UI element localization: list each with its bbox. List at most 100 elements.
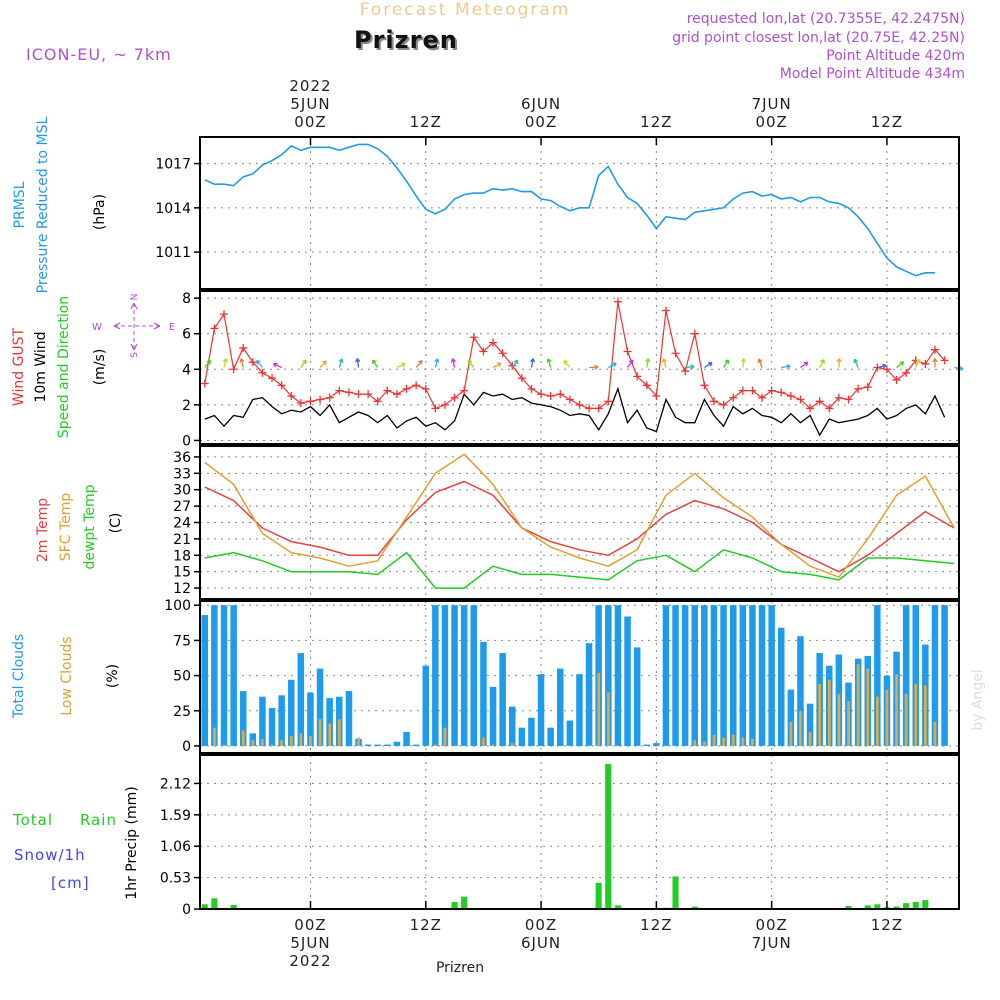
- wind-direction-arrowhead: [661, 358, 667, 363]
- data-layer: [200, 144, 964, 910]
- gust-marker: [344, 388, 353, 397]
- wind-direction-arrow: [742, 358, 745, 368]
- rain-bar: [864, 905, 871, 909]
- wind-direction-arrowhead: [724, 359, 730, 364]
- total-precip-label: Total: [12, 811, 53, 829]
- time-label-top: 6JUN: [521, 95, 561, 113]
- wind-direction-arrow: [223, 358, 227, 368]
- wind-direction-arrow: [356, 358, 360, 368]
- gust-marker: [690, 329, 699, 338]
- total-cloud-bar: [316, 668, 324, 746]
- total-cloud-bar: [288, 679, 295, 746]
- total-cloud-bar: [566, 720, 574, 746]
- sfc-temp-label: SFC Temp: [58, 493, 74, 562]
- total-cloud-bar: [806, 703, 814, 746]
- total-cloud-bar: [307, 692, 314, 746]
- total-cloud-bar: [441, 605, 449, 746]
- chart-title: Prizren: [354, 26, 458, 54]
- time-label-bottom: 7JUN: [752, 934, 792, 952]
- wind-direction-arrow: [800, 361, 809, 369]
- gust-marker: [825, 404, 834, 413]
- low-cloud-bar: [693, 740, 697, 746]
- time-label-bottom: 6JUN: [521, 934, 561, 952]
- chart-subtitle: Forecast Meteogram: [360, 0, 571, 20]
- total-cloud-bar: [470, 605, 477, 746]
- low-cloud-bar: [261, 738, 264, 746]
- y-tick-label: 8: [182, 291, 191, 307]
- total-cloud-bar: [451, 605, 458, 746]
- wind-direction-arrowhead: [529, 358, 536, 363]
- time-label-bottom: 00Z: [294, 916, 326, 934]
- total-cloud-bar: [768, 605, 775, 746]
- gust-marker: [258, 368, 267, 377]
- total-cloud-bar: [662, 605, 670, 746]
- rain-bar: [893, 906, 900, 909]
- total-cloud-bar: [240, 691, 247, 746]
- total-cloud-bar: [499, 653, 506, 746]
- time-label-bottom: 12Z: [871, 916, 903, 934]
- y-tick-label: 1.59: [160, 808, 191, 824]
- low-cloud-bar: [222, 744, 226, 746]
- gust-marker: [661, 306, 670, 315]
- y-tick-label: 1.06: [160, 839, 191, 855]
- total-cloud-bar: [518, 727, 526, 746]
- wind-direction-arrow: [853, 358, 859, 368]
- gust-marker: [354, 390, 363, 399]
- low-cloud-bar: [914, 684, 918, 746]
- wind-direction-arrowhead: [853, 358, 859, 364]
- wind-direction-arrowhead: [612, 362, 617, 367]
- wind-direction-arrow: [492, 362, 502, 369]
- gust-marker: [854, 384, 863, 393]
- total-cloud-bar: [211, 605, 218, 746]
- total-cloud-bar: [489, 686, 497, 746]
- y-tick-label: 33: [173, 466, 191, 482]
- footer-location: Prizren: [436, 960, 484, 976]
- low-cloud-bar: [808, 731, 812, 746]
- low-cloud-bar: [703, 741, 706, 746]
- wind-direction-arrowhead: [786, 363, 791, 370]
- total-cloud-bar: [749, 605, 756, 746]
- low-cloud-bar: [866, 668, 870, 746]
- y-tick-label: 2: [182, 398, 191, 414]
- low-cloud-bar: [789, 722, 793, 746]
- total-cloud-bar: [480, 641, 487, 746]
- gust-marker: [508, 361, 517, 370]
- rain-bar: [874, 904, 881, 909]
- wind-direction-arrow: [781, 365, 791, 369]
- wind-direction-arrow: [819, 359, 825, 368]
- gust-marker: [902, 368, 911, 377]
- total-cloud-bar: [403, 731, 410, 746]
- time-label-top: 7JUN: [752, 95, 792, 113]
- gust-marker: [921, 359, 930, 368]
- gust-marker: [392, 390, 401, 399]
- total-cloud-bar: [691, 605, 698, 746]
- gust-marker: [738, 386, 747, 395]
- wind-direction-arrowhead: [206, 359, 212, 365]
- gust-marker: [681, 367, 690, 376]
- compass-south: S: [130, 352, 140, 358]
- time-label-top: 12Z: [640, 113, 672, 131]
- wind-direction-arrowhead: [932, 358, 938, 363]
- gust-marker: [815, 397, 824, 406]
- gust-marker: [287, 391, 296, 400]
- low-cloud-bar: [731, 734, 735, 746]
- low-cloud-bar: [885, 689, 889, 746]
- time-label-bottom: 00Z: [525, 916, 557, 934]
- gust-marker: [325, 393, 334, 402]
- rain-bar: [451, 901, 458, 909]
- cloud-unit: (%): [105, 664, 121, 688]
- wind-direction-arrowhead: [302, 359, 307, 365]
- gust-marker: [546, 391, 555, 400]
- wind-direction-arrowhead: [496, 362, 502, 368]
- total-cloud-bar: [412, 744, 420, 746]
- total-cloud-bar: [643, 744, 650, 746]
- wind-direction-arrowhead: [450, 358, 456, 363]
- wind-direction-arrow: [896, 361, 904, 369]
- time-label-bottom: 5JUN: [290, 934, 330, 952]
- wind-direction-arrow: [319, 360, 327, 368]
- low-clouds-label: Low Clouds: [59, 636, 75, 715]
- total-cloud-bar: [230, 605, 237, 746]
- wind-direction-arrowhead: [256, 359, 261, 365]
- y-tick-label: 50: [173, 669, 191, 685]
- gust-marker: [373, 397, 382, 406]
